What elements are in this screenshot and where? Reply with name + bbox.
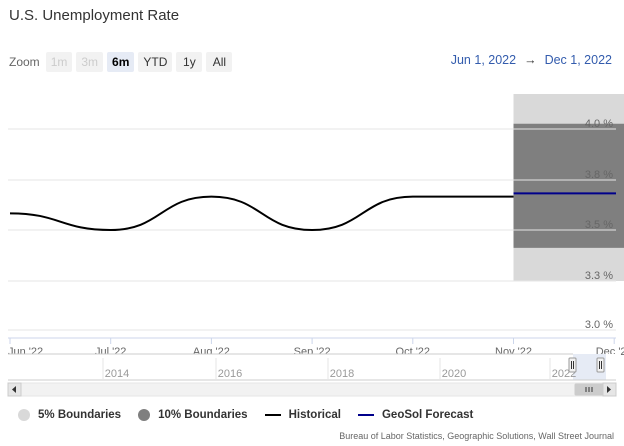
scrollbar-track[interactable] — [7, 382, 617, 397]
date-range: Jun 1, 2022 → Dec 1, 2022 — [451, 53, 612, 67]
zoom-button-1m[interactable]: 1m — [45, 52, 73, 72]
zoom-button-3m[interactable]: 3m — [76, 52, 104, 72]
navigator-handle-left[interactable] — [568, 357, 577, 373]
zoom-button-ytd[interactable]: YTD — [138, 52, 173, 72]
boundary-10pct-band — [513, 123, 624, 248]
legend-forecast-label: GeoSol Forecast — [381, 409, 474, 421]
legend-item-5pct[interactable]: 5% Boundaries — [18, 409, 121, 421]
navigator-year-label: 2014 — [105, 368, 129, 380]
legend-10pct-swatch — [138, 409, 151, 421]
legend-historical-swatch — [264, 414, 281, 416]
legend-forecast-swatch — [357, 414, 374, 416]
navigator-year-label: 2018 — [330, 368, 354, 380]
legend-historical-label: Historical — [288, 409, 341, 421]
navigator-handle-right[interactable] — [596, 357, 605, 373]
navigator-year-label: 2016 — [218, 368, 242, 380]
legend-item-forecast[interactable]: GeoSol Forecast — [357, 409, 474, 421]
chart-plot: 3.0 %3.3 %3.5 %3.8 %4.0 %Jun '22 Jul '22 A… — [7, 94, 624, 397]
y-tick-label: 3.8 % — [585, 169, 613, 181]
zoom-button-1y[interactable]: 1y — [176, 52, 203, 72]
y-tick-label: 4.0 % — [585, 118, 613, 130]
navigator-year-label: 2020 — [442, 368, 466, 380]
zoom-label: Zoom — [9, 55, 40, 69]
legend-5pct-swatch — [18, 409, 30, 421]
credits[interactable]: Bureau of Labor Statistics, Geographic S… — [339, 431, 614, 441]
range-arrow-icon: → — [524, 53, 537, 67]
y-tick-label: 3.3 % — [585, 270, 613, 282]
zoom-button-6m[interactable]: 6m — [107, 52, 135, 72]
y-tick-label: 3.0 % — [585, 319, 613, 331]
legend-10pct-label: 10% Boundaries — [158, 409, 248, 421]
chart-title: U.S. Unemployment Rate — [9, 7, 180, 24]
legend: 5% Boundaries 10% Boundaries Historical … — [18, 409, 490, 421]
range-from-input[interactable]: Jun 1, 2022 — [450, 53, 517, 67]
scroll-right-icon — [607, 386, 611, 393]
legend-item-10pct[interactable]: 10% Boundaries — [138, 409, 248, 421]
range-to-input[interactable]: Dec 1, 2022 — [544, 53, 612, 67]
y-tick-label: 3.5 % — [585, 219, 613, 231]
legend-item-historical[interactable]: Historical — [264, 409, 341, 421]
zoom-button-all[interactable]: All — [206, 52, 233, 72]
series-historical-line — [9, 195, 514, 232]
navigator-background — [8, 354, 616, 380]
scroll-left-icon — [12, 386, 16, 393]
zoom-controls: Zoom 1m 3m 6m YTD 1y All — [9, 52, 236, 72]
legend-5pct-label: 5% Boundaries — [38, 409, 122, 421]
